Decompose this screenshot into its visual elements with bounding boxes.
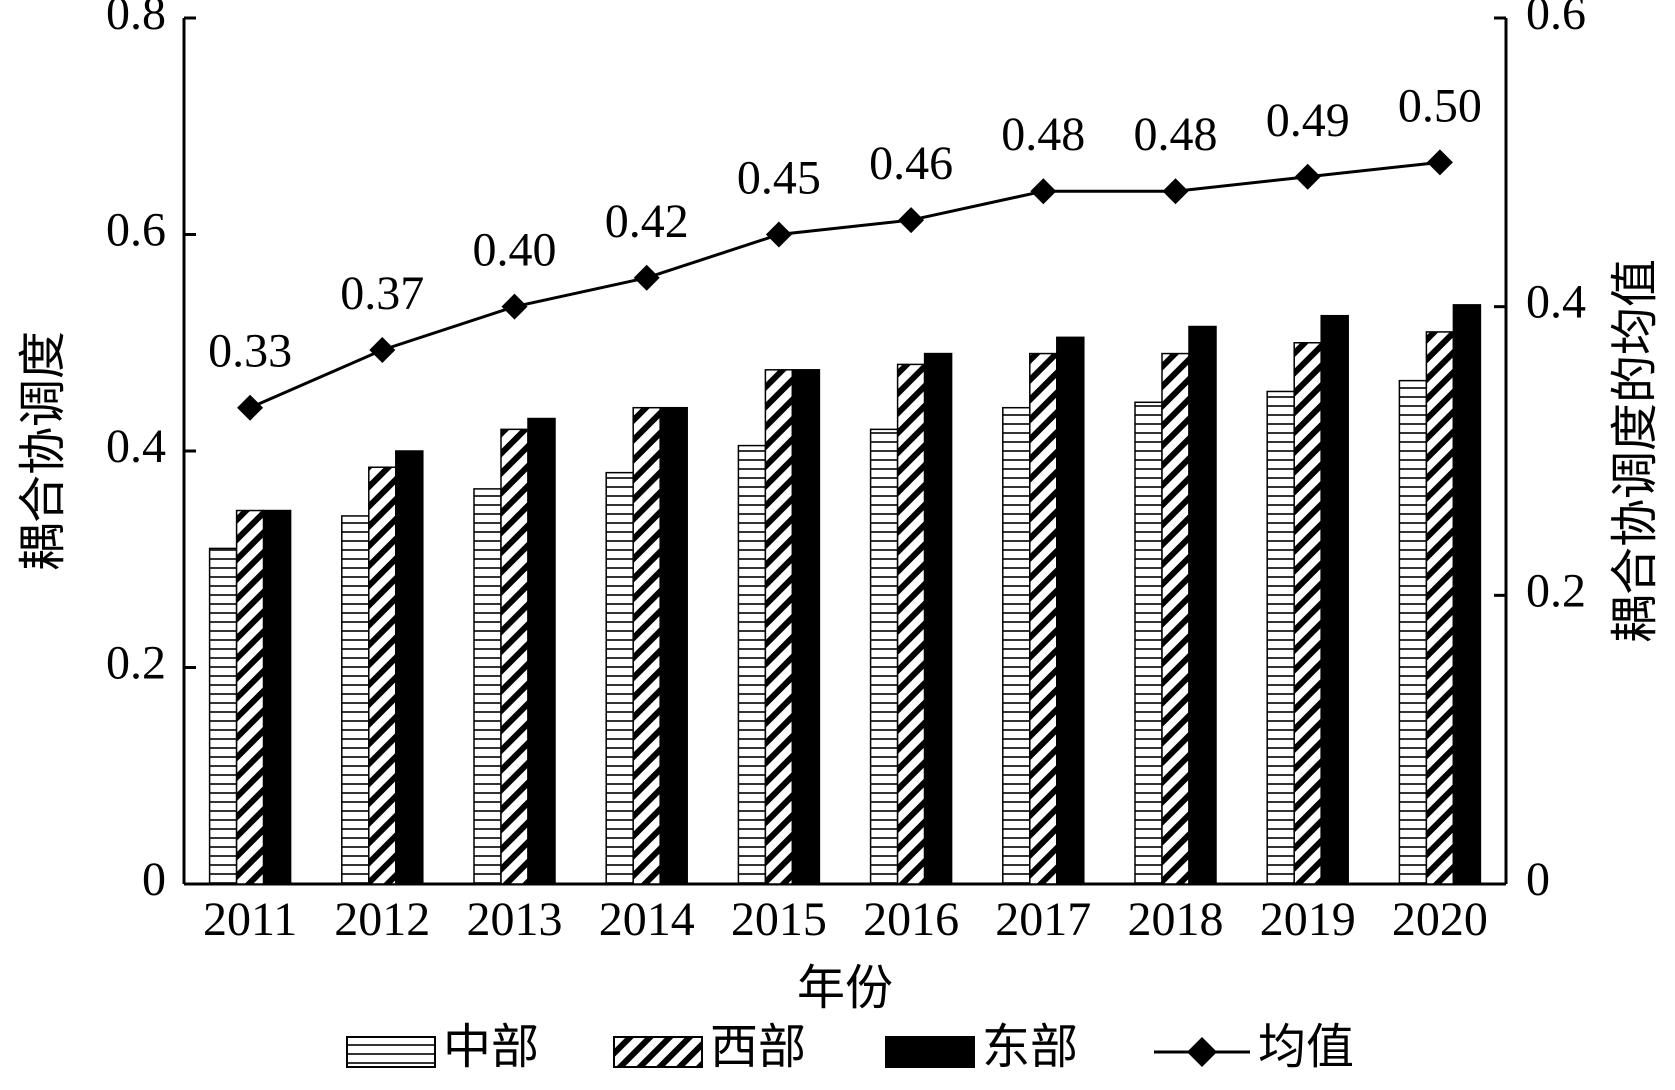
bar [208,547,238,885]
bar [1056,336,1085,885]
y-tick-label: 0.2 [106,637,166,690]
x-tick-label: 2011 [203,893,297,946]
legend-swatch [885,1036,975,1068]
data-label: 0.40 [473,224,557,277]
x-tick-label: 2018 [1128,893,1224,946]
data-label: 0.48 [1134,108,1218,161]
marker [237,394,264,421]
marker [1162,178,1189,205]
marker [1030,178,1057,205]
data-label: 0.50 [1398,79,1482,132]
y-tick-label: 0.8 [106,0,166,40]
legend-swatch [613,1036,703,1068]
bar [1266,390,1295,885]
legend-marker [1187,1037,1217,1067]
y-axis-title: 耦合协调度 [17,331,70,571]
marker [765,221,792,248]
line [249,160,1441,410]
bar [605,471,634,885]
bar [896,363,926,885]
data-label: 0.33 [208,325,292,378]
bar [632,406,661,885]
bar [1398,379,1428,885]
legend-label: 中部 [443,1021,539,1074]
marker [1426,149,1453,176]
bar [500,428,529,885]
bar [737,444,767,885]
data-label: 0.42 [605,195,689,248]
bar [1452,304,1482,885]
x-tick-label: 2013 [467,893,563,946]
bar [368,466,397,885]
legend-swatch [346,1036,436,1068]
marker [369,336,396,363]
data-label: 0.49 [1266,94,1350,147]
bar [1425,331,1455,885]
bar [262,509,292,885]
marker [1294,163,1321,190]
legend-label: 东部 [982,1021,1078,1074]
legend-label: 均值 [1258,1021,1354,1074]
y2-tick-label: 0.4 [1526,276,1586,329]
x-tick-label: 2019 [1260,893,1356,946]
bar [1188,325,1217,885]
x-tick-label: 2016 [863,893,959,946]
y-tick-label: 0.4 [106,420,166,473]
x-tick-label: 2014 [599,893,695,946]
y2-tick-label: 0.2 [1526,564,1586,617]
bar [791,369,821,885]
marker [501,293,528,320]
bar [527,417,556,885]
data-label: 0.45 [737,152,821,205]
bar [235,509,265,885]
data-label: 0.37 [340,267,424,320]
data-label: 0.48 [1001,108,1085,161]
y2-tick-label: 0.6 [1526,0,1586,40]
bar [1002,406,1031,885]
data-label: 0.46 [869,137,953,190]
y2-axis-title: 耦合协调度的均值 [1609,259,1662,643]
x-tick-label: 2020 [1392,893,1488,946]
marker [633,264,660,291]
bar [764,369,794,885]
bar [341,515,370,885]
bar [923,352,953,885]
legend-label: 西部 [710,1021,806,1074]
x-tick-label: 2017 [995,893,1091,946]
x-axis-title: 年份 [797,962,893,1015]
x-tick-label: 2012 [334,893,430,946]
y-tick-label: 0 [142,853,166,906]
bar [869,428,899,885]
bar [1320,314,1349,885]
marker [898,207,925,234]
bar [1029,352,1058,885]
bar [1161,352,1190,885]
x-tick-label: 2015 [731,893,827,946]
bar [473,488,502,885]
bar [659,406,688,885]
bar [395,450,424,885]
bar [1134,401,1163,885]
y-tick-label: 0.6 [106,204,166,257]
bar [1293,342,1322,885]
y2-tick-label: 0 [1526,853,1550,906]
